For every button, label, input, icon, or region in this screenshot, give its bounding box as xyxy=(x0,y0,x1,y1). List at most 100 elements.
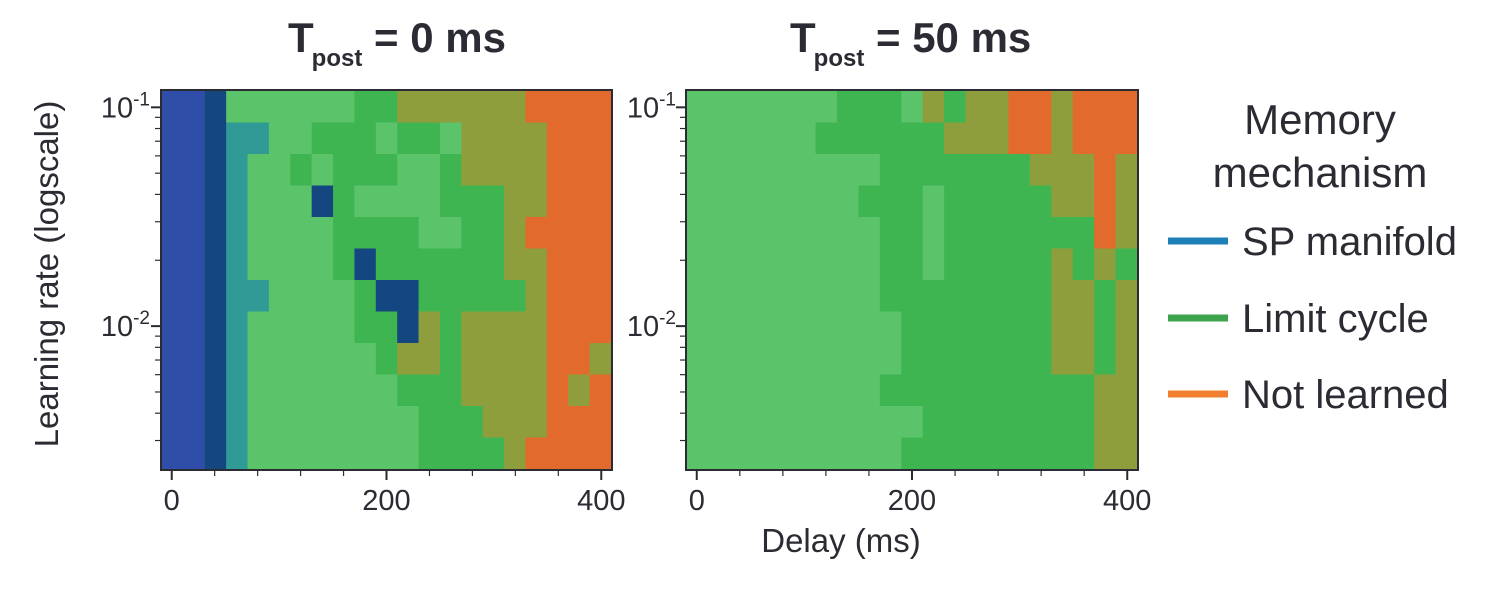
heatmap-cell xyxy=(1029,217,1052,250)
heatmap-cell xyxy=(687,343,710,376)
heatmap-cell xyxy=(751,91,774,124)
heatmap-cell xyxy=(794,185,817,218)
heatmap-cell xyxy=(333,311,356,344)
heatmap-cell xyxy=(922,154,945,187)
heatmap-cell xyxy=(418,122,441,155)
heatmap-cell xyxy=(815,437,838,470)
heatmap-cell xyxy=(708,185,731,218)
heatmap-cell xyxy=(204,406,227,439)
heatmap-cell xyxy=(837,91,860,124)
heatmap-cell xyxy=(1094,437,1117,470)
heatmap-cell xyxy=(290,406,313,439)
heatmap-cell xyxy=(439,217,462,250)
heatmap-cell xyxy=(354,406,377,439)
heatmap-cell xyxy=(708,374,731,407)
heatmap-cell xyxy=(162,91,184,124)
heatmap-cell xyxy=(311,406,334,439)
heatmap-cell xyxy=(751,374,774,407)
heatmap-cell xyxy=(729,185,752,218)
heatmap-cell xyxy=(858,280,881,313)
heatmap-cell xyxy=(204,122,227,155)
heatmap-cell xyxy=(879,248,902,281)
heatmap-cell xyxy=(546,374,569,407)
heatmap-cell xyxy=(965,248,988,281)
heatmap-cell xyxy=(589,280,612,313)
heatmap-cell xyxy=(687,217,710,250)
heatmap-cell xyxy=(965,217,988,250)
heatmap-cell xyxy=(311,311,334,344)
heatmap-cell xyxy=(162,154,184,187)
heatmap-cell xyxy=(183,248,206,281)
heatmap-cell xyxy=(354,217,377,250)
heatmap-cell xyxy=(568,248,591,281)
heatmap-cell xyxy=(965,343,988,376)
heatmap-cell xyxy=(815,91,838,124)
heatmap-cell xyxy=(354,154,377,187)
heatmap-cell xyxy=(333,248,356,281)
heatmap-cell xyxy=(589,185,612,218)
heatmap-cell xyxy=(504,280,527,313)
heatmap-cell xyxy=(1094,185,1117,218)
heatmap-cell xyxy=(965,406,988,439)
heatmap-cell xyxy=(546,122,569,155)
heatmap-cell xyxy=(268,91,291,124)
heatmap-cell xyxy=(794,91,817,124)
heatmap-cell xyxy=(333,437,356,470)
heatmap-cell xyxy=(987,343,1010,376)
heatmap-cell xyxy=(226,437,249,470)
heatmap-cell xyxy=(987,311,1010,344)
heatmap-cell xyxy=(987,91,1010,124)
heatmap-cell xyxy=(504,437,527,470)
heatmap-cell xyxy=(794,280,817,313)
heatmap-cell xyxy=(397,343,420,376)
heatmap-cell xyxy=(461,374,484,407)
heatmap-cell xyxy=(247,122,270,155)
heatmap-cell xyxy=(397,185,420,218)
heatmap-cell xyxy=(354,122,377,155)
heatmap-cell xyxy=(311,91,334,124)
heatmap-cell xyxy=(1008,248,1031,281)
heatmap-cell xyxy=(794,311,817,344)
heatmap-cell xyxy=(1072,122,1095,155)
heatmap-cell xyxy=(1051,343,1074,376)
heatmap-cell xyxy=(837,437,860,470)
heatmap-cell xyxy=(268,248,291,281)
heatmap-cell xyxy=(268,122,291,155)
heatmap-cell xyxy=(461,280,484,313)
heatmap-cell xyxy=(1072,280,1095,313)
heatmap-cell xyxy=(1115,311,1138,344)
heatmap-cell xyxy=(311,185,334,218)
heatmap-cell xyxy=(1094,248,1117,281)
x-tick-label: 0 xyxy=(689,485,705,517)
heatmap-cell xyxy=(546,343,569,376)
heatmap-cell xyxy=(1008,185,1031,218)
heatmap-cell xyxy=(1051,406,1074,439)
heatmap-cell xyxy=(1115,122,1138,155)
heatmap-cell xyxy=(204,248,227,281)
x-tick-label: 400 xyxy=(577,485,625,517)
heatmap-cell xyxy=(333,406,356,439)
heatmap-cell xyxy=(247,280,270,313)
heatmap-cell xyxy=(1094,122,1117,155)
heatmap-cell xyxy=(525,154,548,187)
heatmap-cell xyxy=(418,154,441,187)
heatmap-cell xyxy=(751,280,774,313)
heatmap-cell xyxy=(482,280,505,313)
heatmap-cell xyxy=(837,343,860,376)
heatmap-cell xyxy=(439,311,462,344)
heatmap-cell xyxy=(901,280,924,313)
heatmap-cell xyxy=(461,185,484,218)
heatmap-cell xyxy=(183,280,206,313)
heatmap-cell xyxy=(1008,217,1031,250)
heatmap-cell xyxy=(354,311,377,344)
heatmap-cell xyxy=(589,248,612,281)
heatmap-cell xyxy=(525,343,548,376)
heatmap-cell xyxy=(729,311,752,344)
heatmap-cell xyxy=(901,217,924,250)
heatmap-cell xyxy=(901,343,924,376)
heatmap-cell xyxy=(687,248,710,281)
heatmap-cell xyxy=(1072,406,1095,439)
heatmap-cell xyxy=(944,406,967,439)
heatmap-cell xyxy=(568,122,591,155)
heatmap-cell xyxy=(1008,311,1031,344)
